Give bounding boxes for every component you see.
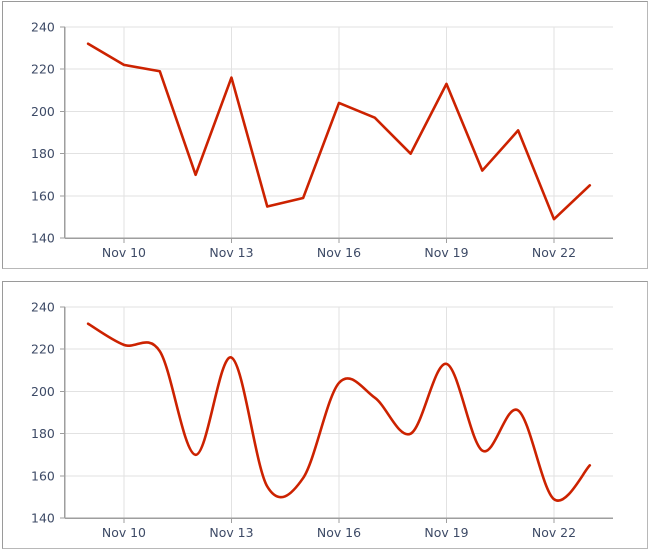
x-tick-label: Nov 22 — [532, 245, 576, 260]
y-tick-label: 220 — [31, 62, 55, 77]
y-axis-line — [59, 26, 66, 239]
x-tick-label: Nov 19 — [424, 245, 468, 260]
x-tick-label: Nov 13 — [209, 525, 253, 540]
y-tick-label: 240 — [31, 299, 55, 314]
x-tick-label: Nov 10 — [102, 525, 146, 540]
x-tick-label: Nov 16 — [317, 525, 361, 540]
x-tick-label: Nov 13 — [209, 245, 253, 260]
y-axis-line — [59, 306, 66, 519]
x-tick-labels: Nov 10 Nov 13 Nov 16 Nov 19 Nov 22 — [102, 245, 576, 260]
data-series-line — [86, 322, 592, 502]
y-tick-label: 200 — [31, 104, 55, 119]
x-tick-label: Nov 16 — [317, 245, 361, 260]
x-axis-line — [64, 517, 614, 524]
x-tick-label: Nov 10 — [102, 245, 146, 260]
y-tick-label: 160 — [31, 188, 55, 203]
y-tick-label: 240 — [31, 19, 55, 34]
x-axis-line — [64, 237, 614, 244]
y-tick-label: 140 — [31, 231, 55, 246]
y-tick-label: 160 — [31, 468, 55, 483]
y-tick-labels: 140 160 180 200 220 240 — [31, 19, 55, 245]
y-tick-label: 200 — [31, 384, 55, 399]
chart-panel-linear: 140 160 180 200 220 240 Nov 10 Nov 13 Nov 16 Nov… — [2, 1, 648, 269]
x-gridlines — [123, 26, 555, 239]
chart-panel-spline: 140 160 180 200 220 240 Nov 10 Nov 13 Nov 16 Nov… — [2, 281, 648, 549]
y-tick-labels: 140 160 180 200 220 240 — [31, 299, 55, 525]
y-tick-label: 180 — [31, 426, 55, 441]
x-tick-labels: Nov 10 Nov 13 Nov 16 Nov 19 Nov 22 — [102, 525, 576, 540]
y-tick-label: 220 — [31, 342, 55, 357]
y-tick-label: 180 — [31, 146, 55, 161]
data-series-line — [86, 42, 592, 221]
y-tick-label: 140 — [31, 511, 55, 526]
x-tick-label: Nov 22 — [532, 525, 576, 540]
x-gridlines — [123, 306, 555, 519]
x-tick-label: Nov 19 — [424, 525, 468, 540]
